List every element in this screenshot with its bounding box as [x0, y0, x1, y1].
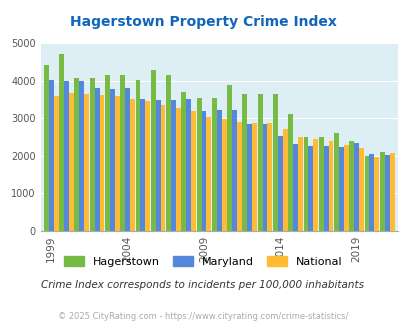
Bar: [186, 99, 191, 231]
Bar: [151, 70, 156, 231]
Bar: [196, 98, 201, 231]
Bar: [110, 89, 115, 231]
Bar: [333, 133, 338, 231]
Bar: [389, 153, 394, 231]
Bar: [272, 94, 277, 231]
Bar: [49, 80, 53, 231]
Bar: [313, 139, 318, 231]
Bar: [44, 65, 49, 231]
Bar: [191, 111, 196, 231]
Bar: [90, 78, 94, 231]
Bar: [277, 136, 282, 231]
Bar: [227, 85, 232, 231]
Bar: [232, 110, 237, 231]
Bar: [140, 99, 145, 231]
Bar: [257, 94, 262, 231]
Bar: [105, 75, 110, 231]
Bar: [303, 137, 308, 231]
Bar: [74, 78, 79, 231]
Bar: [53, 96, 58, 231]
Bar: [369, 154, 373, 231]
Bar: [120, 75, 125, 231]
Bar: [99, 95, 104, 231]
Bar: [206, 116, 211, 231]
Bar: [242, 94, 247, 231]
Bar: [267, 123, 272, 231]
Bar: [125, 88, 130, 231]
Bar: [288, 115, 292, 231]
Bar: [181, 92, 186, 231]
Bar: [156, 100, 160, 231]
Bar: [338, 147, 343, 231]
Bar: [247, 124, 252, 231]
Bar: [69, 93, 74, 231]
Text: Crime Index corresponds to incidents per 100,000 inhabitants: Crime Index corresponds to incidents per…: [41, 280, 364, 290]
Bar: [135, 80, 140, 231]
Bar: [343, 145, 348, 231]
Bar: [292, 144, 297, 231]
Bar: [171, 100, 175, 231]
Text: © 2025 CityRating.com - https://www.cityrating.com/crime-statistics/: © 2025 CityRating.com - https://www.city…: [58, 312, 347, 321]
Bar: [237, 121, 241, 231]
Bar: [364, 156, 369, 231]
Bar: [130, 99, 134, 231]
Bar: [216, 110, 221, 231]
Bar: [262, 124, 267, 231]
Bar: [94, 88, 99, 231]
Bar: [166, 75, 171, 231]
Bar: [175, 108, 180, 231]
Text: Hagerstown Property Crime Index: Hagerstown Property Crime Index: [69, 15, 336, 29]
Bar: [211, 98, 216, 231]
Bar: [353, 143, 358, 231]
Bar: [297, 137, 302, 231]
Bar: [358, 148, 363, 231]
Bar: [328, 142, 333, 231]
Bar: [64, 81, 69, 231]
Bar: [79, 81, 84, 231]
Bar: [221, 118, 226, 231]
Bar: [84, 94, 89, 231]
Bar: [373, 157, 378, 231]
Bar: [252, 123, 256, 231]
Bar: [348, 142, 353, 231]
Bar: [59, 54, 64, 231]
Bar: [308, 146, 313, 231]
Bar: [201, 111, 206, 231]
Bar: [318, 137, 323, 231]
Bar: [145, 101, 150, 231]
Bar: [384, 155, 389, 231]
Bar: [115, 96, 119, 231]
Bar: [323, 146, 328, 231]
Legend: Hagerstown, Maryland, National: Hagerstown, Maryland, National: [59, 251, 346, 271]
Bar: [160, 105, 165, 231]
Bar: [379, 152, 384, 231]
Bar: [282, 129, 287, 231]
